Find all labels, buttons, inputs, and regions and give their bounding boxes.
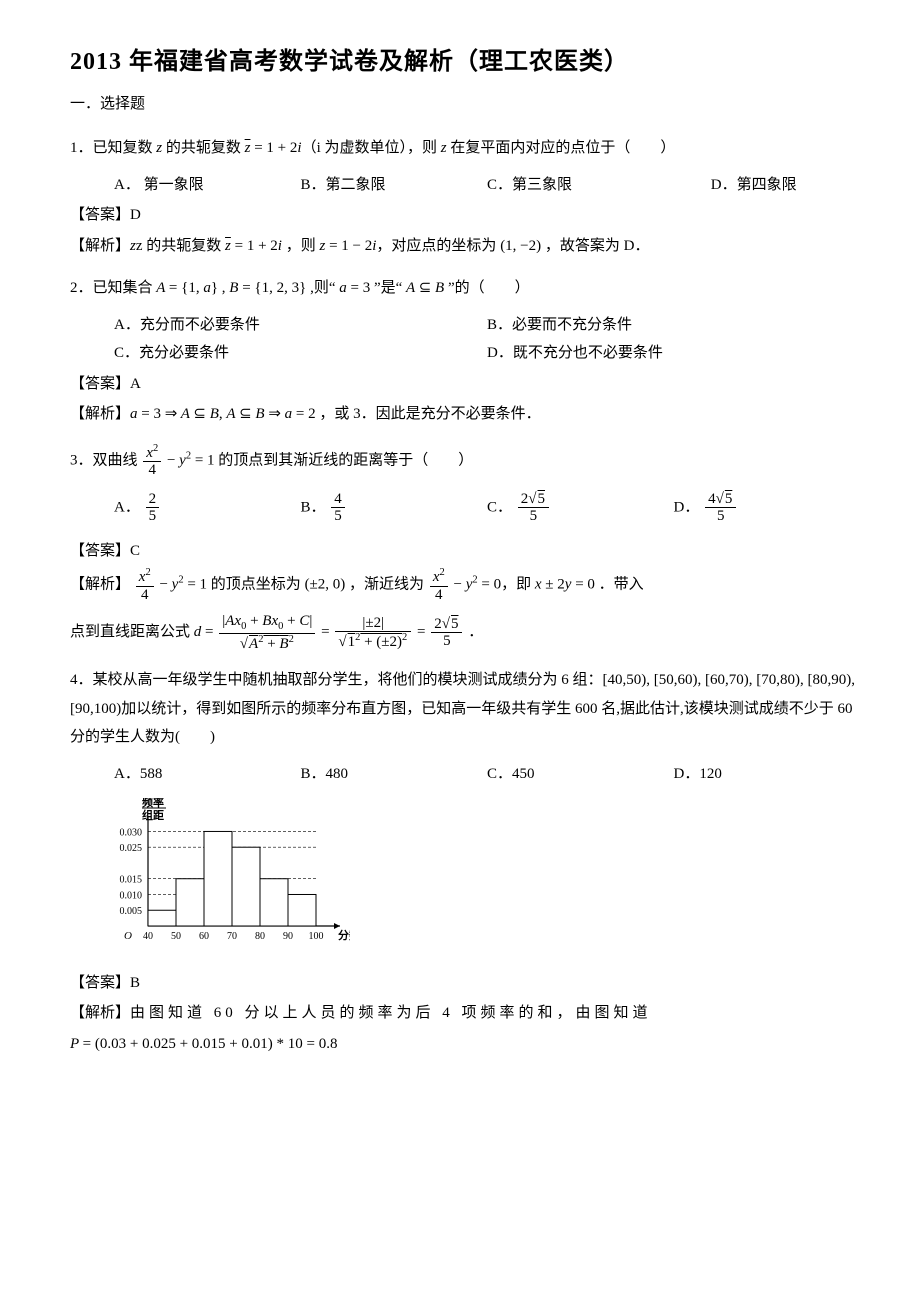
question-3: 3．双曲线 x24 − y2 = 1 的顶点到其渐近线的距离等于（ ） A． 2…	[70, 443, 860, 653]
q1-opt-a: A． 第一象限	[114, 171, 301, 200]
svg-text:70: 70	[227, 931, 237, 942]
q3-exp-eq1: = 1	[184, 577, 207, 593]
q3-exp-t1: 的顶点坐标为	[207, 577, 305, 593]
q3-exp-line: x ± 2y = 0	[535, 577, 595, 593]
q1-exp-pre: 【解析】	[70, 238, 130, 254]
q1-opt-b: B．第二象限	[301, 171, 488, 200]
question-2: 2．已知集合 A = {1, a} , B = {1, 2, 3} ,则“ a …	[70, 274, 860, 429]
question-4: 4．某校从高一年级学生中随机抽取部分学生，将他们的模块测试成绩分为 6 组：[4…	[70, 666, 860, 1058]
q3-exp-eq-b: =	[417, 624, 429, 640]
q2-B: B = {1, 2, 3}	[229, 280, 306, 296]
section-heading: 一．选择题	[70, 90, 860, 119]
q3-exp-vtx: (±2, 0)	[305, 577, 346, 593]
q4-exp-formula: P = (0.03 + 0.025 + 0.015 + 0.01) * 10 =…	[70, 1036, 337, 1052]
q3-opt-c: C． 2√55	[487, 491, 674, 525]
q2-exp3: A ⊆ B ⇒ a = 2	[226, 406, 315, 422]
svg-text:90: 90	[283, 931, 293, 942]
svg-text:组距: 组距	[142, 808, 164, 822]
q1-exp-mid2: ，对应点的坐标为	[376, 238, 500, 254]
q2-opt-a: A．充分而不必要条件	[114, 311, 487, 340]
q2-a3: a = 3	[339, 280, 370, 296]
q3-opt-b: B． 45	[301, 491, 488, 525]
q2-opt-d: D．既不充分也不必要条件	[487, 339, 860, 368]
page-title: 2013 年福建省高考数学试卷及解析（理工农医类）	[70, 40, 860, 86]
q3-exp-l2-pre: 点到直线距离公式	[70, 624, 194, 640]
q1-exp-end: ，故答案为 D．	[541, 238, 649, 254]
q1-exp-pt: (1, −2)	[500, 238, 541, 254]
q3-exp-t2: ，渐近线为	[345, 577, 428, 593]
svg-text:80: 80	[255, 931, 265, 942]
q3-mid: − y	[163, 452, 186, 468]
q3-opt-a: A． 25	[114, 491, 301, 525]
q1-stem-pre: 1．已知复数	[70, 140, 156, 156]
svg-text:100: 100	[309, 931, 324, 942]
q3-exp-d: d =	[194, 624, 214, 640]
q4-exp-body: 由图知道 60 分以上人员的频率为后 4 项频率的和，由图知道	[130, 1005, 652, 1021]
q2-opt-b: B．必要而不充分条件	[487, 311, 860, 340]
q3-exp-mid1: − y	[156, 577, 179, 593]
q1-opt-d: D．第四象限	[711, 171, 860, 200]
q4-opt-b: B．480	[301, 760, 488, 789]
q4-stem: 4．某校从高一年级学生中随机抽取部分学生，将他们的模块测试成绩分为 6 组：[4…	[70, 666, 860, 752]
q4-exp-pre: 【解析】	[70, 1005, 130, 1021]
q1-mid1: 的共轭复数	[162, 140, 245, 156]
q1-post: 在复平面内对应的点位于（ ）	[447, 140, 676, 156]
q2-exp-pre: 【解析】	[70, 406, 130, 422]
svg-text:60: 60	[199, 931, 209, 942]
q3-exp-eq-a: =	[321, 624, 333, 640]
q2-m2: ,则“	[306, 280, 339, 296]
question-1: 1．已知复数 z 的共轭复数 z = 1 + 2i（i 为虚数单位），则 z 在…	[70, 134, 860, 260]
q2-exp4: ，或 3．因此是充分不必要条件．	[316, 406, 541, 422]
q3-exp-mid2: − y	[450, 577, 473, 593]
svg-text:0.025: 0.025	[120, 843, 143, 854]
q1-mid2: （i 为虚数单位），则	[302, 140, 441, 156]
q3-frac: x24	[143, 443, 161, 479]
q3-exp-f2: |±2|√12 + (±2)2	[335, 615, 411, 651]
q3-opt-d: D． 4√55	[674, 491, 861, 525]
q2-sub: A ⊆ B	[406, 280, 444, 296]
q2-A: A = {1, a}	[156, 280, 218, 296]
q4-opt-a: A．588	[114, 760, 301, 789]
svg-text:0.015: 0.015	[120, 875, 143, 886]
q1-exp-zv: z = 1 − 2i	[319, 238, 376, 254]
q3-exp-f1: |Ax0 + Bx0 + C|√A2 + B2	[219, 613, 315, 652]
q3-exp-t4: ．带入	[595, 577, 644, 593]
q1-opt-c: C．第三象限	[487, 171, 711, 200]
q3-exp-dot: ．	[464, 624, 483, 640]
q1-zbar: z = 1 + 2i	[245, 140, 302, 156]
q1-exp-mid: ，则	[282, 238, 320, 254]
q2-m1: ,	[218, 280, 229, 296]
q3-post: 的顶点到其渐近线的距离等于（ ）	[215, 452, 474, 468]
svg-text:分数: 分数	[338, 928, 350, 942]
svg-text:40: 40	[143, 931, 153, 942]
q3-exp-eq2: = 0	[478, 577, 501, 593]
svg-text:0.030: 0.030	[120, 828, 143, 839]
q3-exp-frac2: x24	[430, 567, 448, 603]
q4-answer: 【答案】B	[70, 969, 860, 998]
q2-post: ”的（ ）	[444, 280, 529, 296]
svg-text:0.010: 0.010	[120, 891, 143, 902]
q3-exp-f3: 2√55	[431, 616, 462, 650]
q2-opt-c: C．充分必要条件	[114, 339, 487, 368]
q3-answer: 【答案】C	[70, 537, 860, 566]
svg-text:频率: 频率	[142, 798, 164, 809]
svg-text:50: 50	[171, 931, 181, 942]
svg-text:O: O	[124, 930, 132, 942]
q4-opt-c: C．450	[487, 760, 674, 789]
q1-answer: 【答案】D	[70, 201, 860, 230]
q4-opt-d: D．120	[674, 760, 861, 789]
histogram-chart: 频率组距 0.030 0.025 0.015 0.010 0.005 40 50 60 70 80 9…	[90, 798, 350, 948]
q2-pre: 2．已知集合	[70, 280, 156, 296]
q3-exp-t3: ，即	[501, 577, 535, 593]
q3-exp-pre: 【解析】	[70, 577, 134, 593]
q1-exp-zbar: z = 1 + 2i	[225, 238, 282, 254]
q2-answer: 【答案】A	[70, 370, 860, 399]
q3-exp-frac1: x24	[136, 567, 154, 603]
q1-exp-b1: z 的共轭复数	[136, 238, 225, 254]
svg-text:0.005: 0.005	[120, 906, 143, 917]
q2-m3: ”是“	[370, 280, 406, 296]
q3-eq: = 1	[191, 452, 214, 468]
q3-pre: 3．双曲线	[70, 452, 141, 468]
q2-exp1: a = 3 ⇒ A ⊆ B	[130, 406, 219, 422]
